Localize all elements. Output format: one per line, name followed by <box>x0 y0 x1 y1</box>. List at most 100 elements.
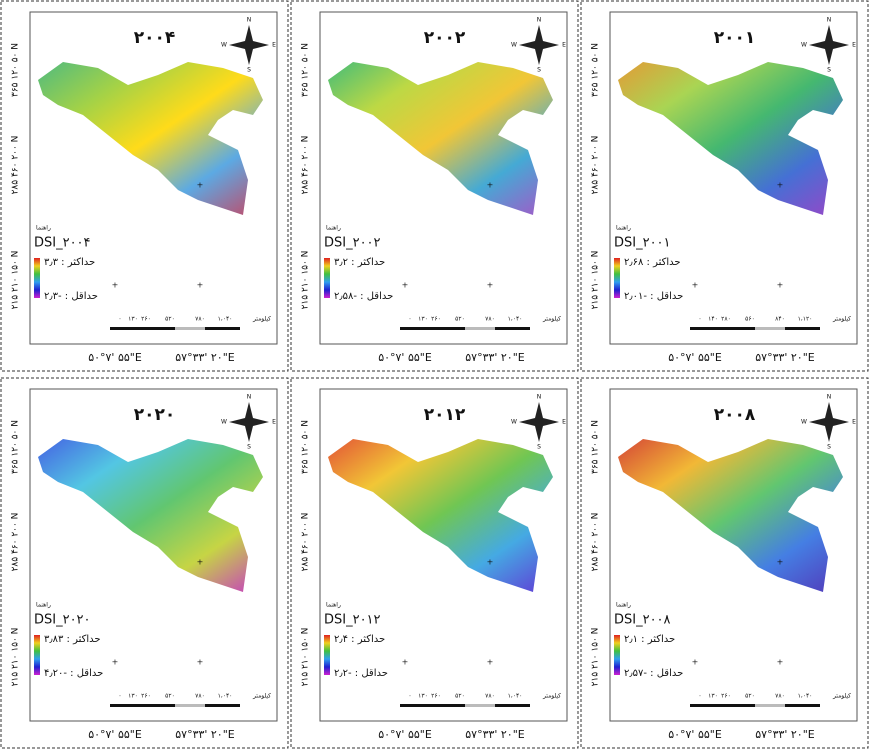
compass-w: W <box>801 42 807 49</box>
compass-s: S <box>537 444 541 451</box>
compass-e: E <box>272 42 276 49</box>
scale-bar-light <box>755 704 785 707</box>
graticule-cross: + <box>402 281 409 290</box>
scale-unit: کیلومتر <box>832 316 851 323</box>
compass-rose <box>809 402 849 442</box>
longitude-label: ۵۰°۷' ۵۵"E <box>668 728 722 741</box>
graticule-cross: + <box>402 658 409 667</box>
latitude-label: ۲۱۵ ۲۱۰ ۱۵۰ N <box>11 251 21 310</box>
scale-tick-label: ۰ <box>408 693 411 700</box>
compass-rose <box>229 25 269 65</box>
scale-unit: کیلومتر <box>832 693 851 700</box>
map-panel: ۲۰۰۸ N S E W راهنما DSI_۲۰۰۸ حداکثر : ۲٫۱ حداقل … <box>580 377 869 749</box>
compass-n: N <box>827 394 832 401</box>
panel-title: ۲۰۲۰ <box>134 405 176 425</box>
legend-colorbar <box>614 258 620 298</box>
compass-e: E <box>562 42 566 49</box>
legend-header: راهنما <box>616 602 631 609</box>
map-panel: ۲۰۲۰ N S E W راهنما DSI_۲۰۲۰ حداکثر : ۳٫۸۳ حداقل… <box>0 377 289 749</box>
compass-rose <box>229 402 269 442</box>
scale-tick-label: ۰ <box>408 316 411 323</box>
legend-colorbar <box>34 635 40 675</box>
latitude-label: ۲۸۵ ۴۶۰ ۲۰۰ N <box>301 513 311 572</box>
scale-tick-label: ۰ <box>118 693 121 700</box>
map-panel: ۲۰۰۲ N S E W راهنما DSI_۲۰۰۲ حداکثر : ۳٫۲ حداقل … <box>290 0 579 372</box>
graticule-cross: + <box>692 281 699 290</box>
compass-e: E <box>852 42 856 49</box>
panel-border <box>0 377 289 749</box>
scale-unit: کیلومتر <box>542 316 561 323</box>
compass-s: S <box>247 444 251 451</box>
graticule-cross: + <box>112 658 119 667</box>
legend-max: حداکثر : ۲٫۶۸ <box>624 257 681 268</box>
compass-s: S <box>827 67 831 74</box>
compass-w: W <box>221 419 227 426</box>
graticule-cross: + <box>487 658 494 667</box>
compass-s: S <box>827 444 831 451</box>
longitude-label: ۵۷°۳۳' ۲۰"E <box>755 728 815 741</box>
legend-min: حداقل : -۲٫۵۷ <box>624 668 683 679</box>
compass-n: N <box>247 394 252 401</box>
map-panel: ۲۰۰۱ N S E W راهنما DSI_۲۰۰۱ حداکثر : ۲٫۶۸ حداقل… <box>580 0 869 372</box>
longitude-label: ۵۷°۳۳' ۲۰"E <box>465 728 525 741</box>
latitude-label: ۲۸۵ ۴۶۰ ۲۰۰ N <box>301 136 311 195</box>
scale-bar-light <box>175 704 205 707</box>
scale-tick-label: ۱۳۰ <box>128 693 138 700</box>
scale-bar-light <box>175 327 205 330</box>
scale-unit: کیلومتر <box>542 693 561 700</box>
longitude-label: ۵۰°۷' ۵۵"E <box>88 351 142 364</box>
scale-bar-light <box>465 704 495 707</box>
scale-tick-label: ۱،۰۴۰ <box>798 693 813 700</box>
scale-tick-label: ۰ <box>698 316 701 323</box>
scale-bar-light <box>755 327 785 330</box>
scale-unit: کیلومتر <box>252 316 271 323</box>
graticule-cross: + <box>197 558 204 567</box>
compass-rose <box>519 25 559 65</box>
longitude-label: ۵۰°۷' ۵۵"E <box>378 728 432 741</box>
scale-tick-label: ۰ <box>118 316 121 323</box>
legend-title: DSI_۲۰۰۱ <box>614 236 671 251</box>
scale-tick-label: ۱،۰۴۰ <box>218 693 233 700</box>
legend-colorbar <box>324 635 330 675</box>
map-raster <box>38 439 263 592</box>
compass-w: W <box>511 42 517 49</box>
map-panel: ۲۰۱۲ N S E W راهنما DSI_۲۰۱۲ حداکثر : ۲٫۴ حداقل … <box>290 377 579 749</box>
graticule-cross: + <box>692 658 699 667</box>
scale-tick-label: ۷۸۰ <box>485 693 495 700</box>
graticule-cross: + <box>777 558 784 567</box>
latitude-label: ۲۱۵ ۲۱۰ ۱۵۰ N <box>11 628 21 687</box>
graticule-cross: + <box>487 558 494 567</box>
map-raster <box>618 439 843 592</box>
legend-header: راهنما <box>36 225 51 232</box>
compass-n: N <box>827 17 832 24</box>
scale-tick-label: ۱،۰۴۰ <box>218 316 233 323</box>
longitude-label: ۵۰°۷' ۵۵"E <box>378 351 432 364</box>
compass-s: S <box>247 67 251 74</box>
legend-max: حداکثر : ۳٫۸۳ <box>44 634 101 645</box>
panel-border <box>580 0 869 372</box>
map-panel: ۲۰۰۴ N S E W راهنما DSI_۲۰۰۴ حداکثر : ۳٫۳ حداقل … <box>0 0 289 372</box>
scale-tick-label: ۷۸۰ <box>775 693 785 700</box>
compass-s: S <box>537 67 541 74</box>
latitude-label: ۲۸۵ ۴۶۰ ۲۰۰ N <box>591 513 601 572</box>
scale-tick-label: ۷۸۰ <box>195 693 205 700</box>
legend-colorbar <box>34 258 40 298</box>
legend-title: DSI_۲۰۰۴ <box>34 236 91 251</box>
map-raster <box>328 62 553 215</box>
compass-e: E <box>852 419 856 426</box>
graticule-cross: + <box>777 658 784 667</box>
scale-tick-label: ۵۲۰ <box>455 693 465 700</box>
scale-tick-label: ۵۲۰ <box>165 693 175 700</box>
legend-min: حداقل : -۲٫۳ <box>44 291 98 302</box>
legend-colorbar <box>614 635 620 675</box>
latitude-label: ۲۱۵ ۲۱۰ ۱۵۰ N <box>591 251 601 310</box>
legend-header: راهنما <box>326 225 341 232</box>
scale-tick-label: ۱،۱۲۰ <box>798 316 813 323</box>
latitude-label: ۳۶۵ ۱۲۰ ۵۰ N <box>11 43 21 97</box>
scale-tick-label: ۱۳۰ <box>418 316 428 323</box>
scale-tick-label: ۵۲۰ <box>165 316 175 323</box>
legend-title: DSI_۲۰۰۲ <box>324 236 381 251</box>
legend-max: حداکثر : ۳٫۳ <box>44 257 95 268</box>
legend-colorbar <box>324 258 330 298</box>
legend-header: راهنما <box>616 225 631 232</box>
